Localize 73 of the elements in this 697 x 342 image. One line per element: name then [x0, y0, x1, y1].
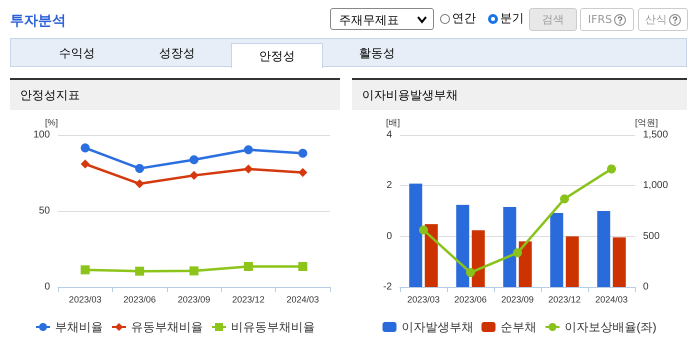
legend-label: 비유동부채비율	[231, 320, 315, 334]
y-tick-label: 50	[38, 206, 50, 216]
legend-label: 이자보상배율(좌)	[564, 320, 657, 334]
x-tick-label: 2023/09	[501, 294, 534, 304]
text: 활동성	[358, 45, 396, 62]
x-tick-label: 2023/06	[123, 294, 156, 304]
text: IFRS	[588, 12, 612, 28]
point	[298, 168, 308, 178]
point	[190, 155, 198, 164]
bar	[597, 211, 610, 287]
text: 연간	[452, 10, 476, 27]
point	[135, 164, 144, 173]
bar	[612, 237, 626, 287]
text: 안정성	[231, 43, 323, 68]
y-axis-title: [%]	[44, 118, 58, 128]
text: 수익성	[58, 45, 96, 62]
text: 투자분석	[10, 12, 66, 30]
legend-label: 순부채	[500, 320, 537, 334]
y-tick-label: 0	[44, 282, 50, 292]
bar	[456, 204, 470, 287]
point	[80, 160, 90, 169]
point	[80, 143, 90, 152]
text: 성장성	[158, 45, 196, 62]
y2-tick-label: 500	[643, 230, 660, 242]
bar	[409, 184, 422, 287]
text: 검색	[542, 12, 564, 28]
y-tick-label: 100	[33, 130, 50, 140]
y2-tick-label: 1,000	[643, 180, 668, 192]
x-tick-label: 2023/12	[232, 294, 265, 304]
y-tick-label: 4	[386, 130, 392, 140]
y2-tick-label: 0	[643, 282, 649, 292]
bar	[424, 224, 438, 287]
y-tick-label: 2	[386, 180, 392, 192]
x-tick-label: 2023/12	[548, 294, 581, 304]
point	[560, 194, 569, 204]
point	[513, 248, 522, 258]
bar	[503, 206, 516, 287]
x-tick-label: 2023/06	[454, 294, 487, 304]
point	[135, 179, 144, 188]
y-tick-label: -2	[383, 282, 392, 292]
point	[80, 265, 90, 274]
point	[466, 268, 475, 278]
chart-title: 이자비용발생부채	[352, 78, 687, 110]
legend-label: 이자발생부채	[402, 320, 474, 334]
point	[298, 148, 308, 158]
x-tick-label: 2024/03	[595, 294, 628, 304]
point	[607, 164, 616, 174]
y-tick-label: 0	[386, 230, 392, 242]
point	[190, 266, 198, 276]
text: 분기	[500, 10, 524, 27]
point	[190, 170, 198, 180]
legend-label: 유동부채비율	[131, 320, 203, 334]
text: 주재무제표	[330, 8, 434, 30]
point	[244, 262, 253, 271]
bar	[566, 236, 579, 287]
x-tick-label: 2024/03	[286, 294, 320, 304]
point	[244, 164, 253, 174]
bar	[518, 241, 532, 287]
legend-label: 부채비율	[55, 320, 103, 334]
chart-title: 안정성지표	[10, 78, 340, 110]
x-tick-label: 2023/03	[68, 294, 102, 304]
point	[244, 145, 253, 154]
bar	[550, 213, 564, 287]
x-tick-label: 2023/03	[407, 294, 440, 304]
y-axis-title: [배]	[386, 118, 400, 128]
x-tick-label: 2023/09	[178, 294, 210, 304]
point	[135, 266, 144, 276]
bar	[472, 230, 485, 287]
y2-axis-title: [억원]	[635, 118, 658, 128]
point	[298, 262, 308, 271]
point	[419, 226, 428, 234]
y2-tick-label: 1,500	[643, 130, 668, 140]
text: 산식	[645, 12, 667, 28]
